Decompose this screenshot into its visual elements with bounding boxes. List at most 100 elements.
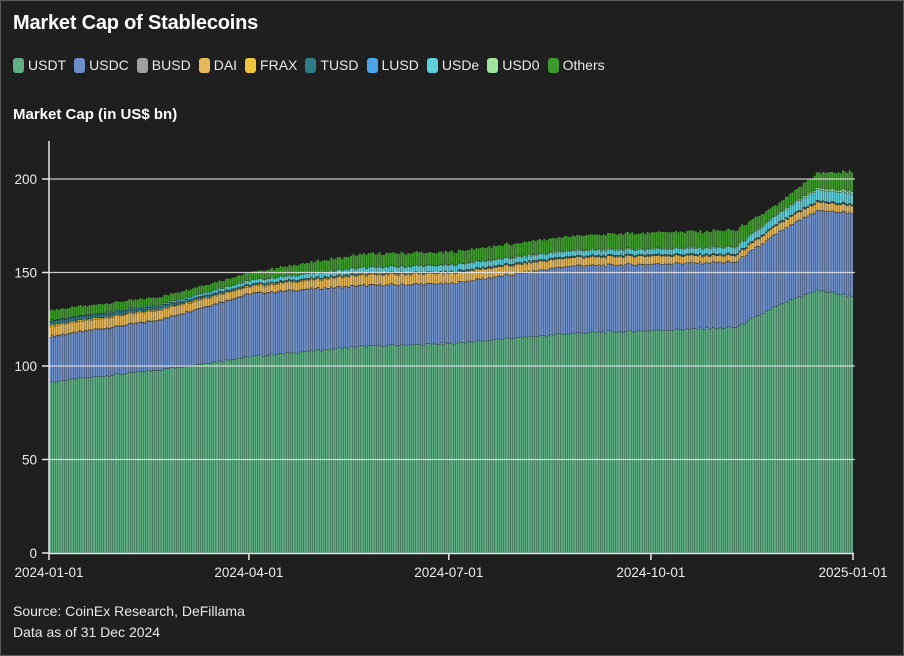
bar-segment-usdt xyxy=(802,294,805,554)
legend-item-usdt[interactable]: USDT xyxy=(13,57,66,73)
bar-day xyxy=(176,292,179,554)
bar-day xyxy=(404,254,408,554)
bar-segment-busd xyxy=(101,328,105,330)
bar-segment-usde xyxy=(615,250,619,256)
bar-day xyxy=(387,252,390,554)
legend-item-usd0[interactable]: USD0 xyxy=(487,57,540,73)
bar-segment-usd0 xyxy=(802,195,805,198)
legend-swatch xyxy=(305,57,317,73)
bar-day xyxy=(305,262,309,554)
bar-segment-usde xyxy=(288,274,291,280)
legend-item-busd[interactable]: BUSD xyxy=(136,57,191,73)
bar-segment-others xyxy=(101,303,105,314)
bar-segment-usde xyxy=(554,252,557,258)
bar-segment-dai xyxy=(562,258,566,268)
bar-segment-frax xyxy=(349,274,353,276)
bar-segment-usdt xyxy=(123,374,127,554)
bar-segment-tusd xyxy=(609,254,612,256)
legend-item-usdc[interactable]: USDC xyxy=(74,57,129,73)
bar-segment-busd xyxy=(99,328,102,330)
bar-segment-usdt xyxy=(257,355,261,554)
bar-day xyxy=(64,308,67,554)
bar-segment-usdc xyxy=(582,266,586,334)
legend-item-lusd[interactable]: LUSD xyxy=(366,57,419,73)
bar-segment-usdt xyxy=(633,332,636,554)
bar-segment-tusd xyxy=(624,254,627,256)
bar-day xyxy=(617,233,621,554)
legend-item-usde[interactable]: USDe xyxy=(426,57,479,73)
bar-segment-frax xyxy=(79,319,83,322)
bar-segment-usde xyxy=(813,192,816,204)
bar-segment-frax xyxy=(123,314,127,316)
legend-item-frax[interactable]: FRAX xyxy=(245,57,297,73)
bar-day xyxy=(68,307,72,554)
bar-segment-others xyxy=(650,232,654,249)
bar-segment-usdt xyxy=(609,330,612,554)
bar-segment-tusd xyxy=(281,281,285,283)
bar-segment-others xyxy=(439,251,443,265)
bar-segment-others xyxy=(734,230,737,248)
bar-segment-usde xyxy=(477,261,480,268)
bar-segment-usdc xyxy=(360,285,364,346)
bar-day xyxy=(514,243,518,554)
bar-segment-frax xyxy=(84,318,87,321)
bar-segment-others xyxy=(582,235,586,252)
bar-segment-usdc xyxy=(283,290,287,354)
legend-item-tusd[interactable]: TUSD xyxy=(305,57,359,73)
bar-segment-usdc xyxy=(292,290,296,353)
bar-segment-others xyxy=(672,231,676,249)
bar-segment-frax xyxy=(66,322,69,324)
bar-segment-usdt xyxy=(64,380,67,554)
bar-segment-usdt xyxy=(527,335,531,554)
bar-segment-usdt xyxy=(751,317,755,554)
bar-segment-usdc xyxy=(165,318,168,369)
bar-segment-others xyxy=(125,300,129,310)
bar-segment-usde xyxy=(303,273,307,279)
bar-segment-tusd xyxy=(59,319,63,324)
bar-day xyxy=(620,232,623,554)
bar-segment-dai xyxy=(604,257,608,267)
bar-day xyxy=(400,251,403,554)
bar-segment-usdc xyxy=(409,285,412,346)
bar-segment-usde xyxy=(775,215,779,225)
bar-day xyxy=(464,250,467,554)
bar-day xyxy=(780,200,783,554)
bar-segment-tusd xyxy=(538,259,542,261)
bar-segment-usdt xyxy=(382,346,386,554)
bar-segment-frax xyxy=(207,297,210,299)
bar-segment-usd0 xyxy=(714,246,717,249)
bar-segment-usd0 xyxy=(668,248,671,250)
bar-segment-usdc xyxy=(365,286,368,348)
bar-segment-others xyxy=(448,251,452,265)
bar-segment-dai xyxy=(464,272,467,283)
bar-segment-usd0 xyxy=(837,190,840,193)
bar-segment-usdc xyxy=(826,211,830,293)
bar-segment-usdc xyxy=(633,265,636,333)
legend-item-others[interactable]: Others xyxy=(547,57,605,73)
legend-item-dai[interactable]: DAI xyxy=(198,57,237,73)
bar-day xyxy=(461,250,465,554)
bar-segment-others xyxy=(633,233,636,250)
bar-segment-others xyxy=(576,234,579,250)
bar-segment-usdt xyxy=(652,330,656,554)
bar-segment-others xyxy=(628,233,632,249)
bar-segment-usdt xyxy=(363,345,366,554)
bar-segment-usdt xyxy=(448,343,452,554)
bar-segment-dai xyxy=(762,235,766,244)
bar-day xyxy=(538,238,542,554)
bar-segment-usdc xyxy=(655,263,658,331)
bar-day xyxy=(156,297,160,554)
bar-segment-dai xyxy=(95,319,98,329)
bar-segment-busd xyxy=(75,332,78,334)
bar-segment-frax xyxy=(354,275,357,277)
bar-segment-others xyxy=(424,252,428,266)
bar-day xyxy=(646,231,649,554)
bar-segment-tusd xyxy=(75,317,78,322)
bar-segment-usde xyxy=(319,273,322,279)
bar-day xyxy=(754,216,757,554)
bar-segment-usdt xyxy=(373,345,377,554)
bar-segment-frax xyxy=(174,305,177,307)
bar-day xyxy=(174,292,177,554)
bar-segment-others xyxy=(624,232,627,249)
bar-segment-tusd xyxy=(193,297,197,301)
